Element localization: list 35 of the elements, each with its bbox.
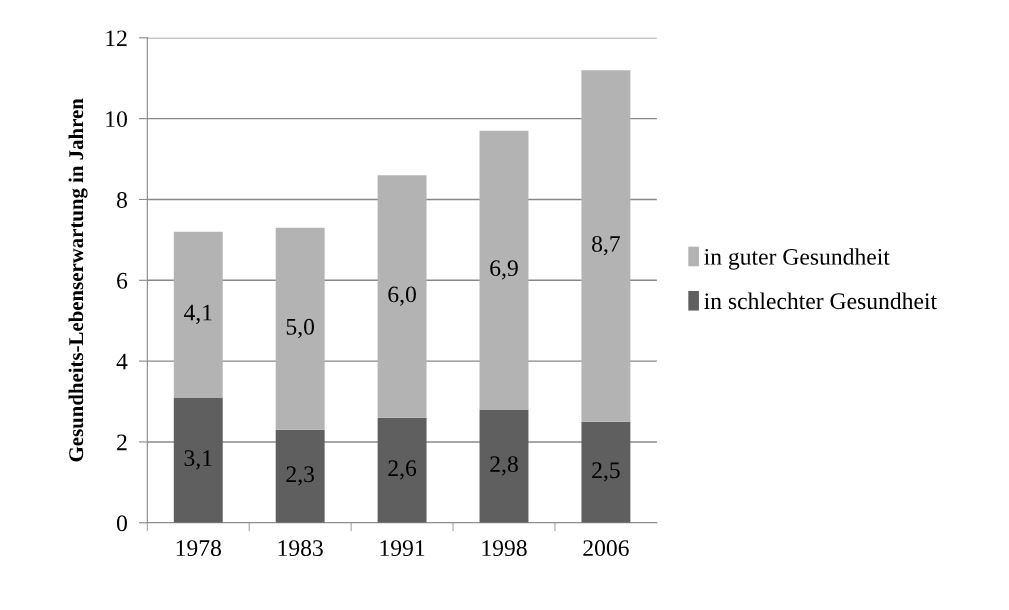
bar	[479, 130, 529, 410]
data-label: 3,1	[184, 450, 212, 470]
y-tick-label: 10	[106, 111, 127, 128]
data-label: 5,0	[286, 318, 315, 339]
y-axis-title: Gesundheits-Lebenserwartung in Jahren	[68, 98, 88, 462]
data-label: 6,0	[388, 286, 416, 306]
bar	[377, 175, 427, 418]
data-label: 2,5	[592, 462, 620, 482]
x-tick-label: 1998	[482, 540, 527, 557]
y-tick-label: 8	[116, 191, 127, 208]
y-tick-label: 12	[106, 30, 127, 47]
x-tick-label: 1991	[380, 540, 425, 557]
data-label: 4,1	[183, 304, 212, 324]
bar	[275, 429, 325, 523]
bar	[173, 231, 223, 398]
bar	[581, 70, 631, 422]
data-label: 2,8	[490, 456, 518, 476]
y-tick-label: 4	[116, 353, 128, 370]
x-tick-label: 2006	[583, 540, 629, 557]
y-tick-label: 6	[117, 272, 128, 289]
data-label: 2,3	[286, 466, 315, 486]
data-label: 8,7	[592, 235, 620, 256]
legend-label: in guter Gesundheit	[704, 248, 890, 270]
bar	[275, 227, 325, 430]
y-tick-label: 0	[116, 515, 127, 532]
data-label: 2,6	[388, 460, 417, 480]
legend-label: in schlechter Gesundheit	[704, 292, 937, 310]
bar	[173, 397, 223, 523]
bar	[479, 409, 529, 523]
x-tick-label: 1983	[278, 540, 323, 557]
bar	[581, 421, 631, 523]
x-tick-label: 1978	[176, 540, 221, 557]
data-label: 6,9	[490, 260, 518, 280]
bar	[377, 417, 427, 523]
y-tick-label: 2	[117, 434, 127, 451]
